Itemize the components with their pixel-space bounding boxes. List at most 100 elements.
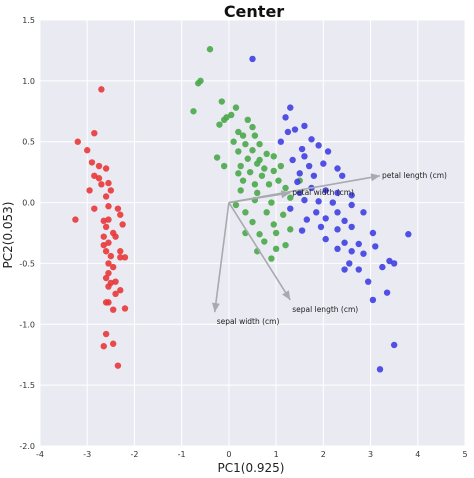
- data-point: [272, 229, 280, 237]
- data-point: [294, 178, 301, 186]
- data-point: [270, 153, 277, 160]
- data-point: [251, 181, 259, 188]
- data-point: [254, 189, 261, 197]
- data-point: [100, 342, 107, 350]
- y-tick-label: -1.5: [19, 381, 35, 390]
- data-point: [315, 142, 322, 149]
- data-point: [218, 98, 226, 105]
- data-point: [88, 159, 96, 166]
- data-point: [100, 241, 107, 249]
- loading-label: petal width (cm): [292, 188, 354, 197]
- data-point: [277, 138, 285, 145]
- data-point: [114, 205, 122, 212]
- data-point: [74, 138, 81, 145]
- data-point: [105, 179, 112, 187]
- data-point: [105, 203, 112, 210]
- data-point: [102, 193, 110, 200]
- x-tick-label: 3: [368, 450, 373, 459]
- data-point: [254, 160, 261, 167]
- data-point: [334, 165, 341, 172]
- data-point: [102, 165, 110, 172]
- data-point: [287, 194, 294, 201]
- data-point: [289, 156, 296, 164]
- data-point: [346, 260, 353, 267]
- data-point: [282, 184, 289, 192]
- data-point: [102, 330, 110, 338]
- data-point: [298, 227, 306, 234]
- data-point: [105, 239, 112, 246]
- y-tick-label: -0.5: [19, 259, 35, 268]
- loading-arrowhead: [370, 173, 380, 182]
- data-point: [102, 223, 110, 231]
- data-point: [190, 108, 197, 115]
- data-points: [72, 46, 412, 373]
- data-point: [86, 187, 93, 194]
- data-point: [102, 299, 110, 306]
- data-point: [303, 216, 311, 223]
- data-point: [372, 243, 379, 250]
- x-axis-ticks: -4 -3 -2 -1 0 1 2 3 4 5: [36, 450, 468, 459]
- data-point: [355, 266, 362, 273]
- data-point: [310, 172, 318, 179]
- x-tick-label: 0: [226, 450, 231, 459]
- data-point: [282, 241, 289, 249]
- data-point: [263, 209, 270, 216]
- data-point: [242, 209, 249, 216]
- data-point: [334, 245, 341, 253]
- data-point: [239, 132, 247, 139]
- data-point: [322, 187, 329, 194]
- y-axis-label: PC2(0.053): [1, 202, 15, 269]
- data-point: [390, 341, 398, 349]
- data-point: [251, 132, 259, 139]
- data-point: [98, 181, 105, 188]
- data-point: [239, 177, 247, 184]
- data-point: [315, 198, 322, 205]
- y-tick-label: 1.5: [22, 16, 35, 25]
- data-point: [213, 154, 221, 161]
- data-point: [265, 181, 273, 188]
- data-point: [386, 257, 393, 265]
- data-point: [112, 290, 119, 298]
- chart-title: Center: [224, 2, 284, 21]
- data-point: [246, 168, 254, 176]
- data-point: [376, 366, 384, 373]
- data-point: [91, 172, 98, 179]
- data-point: [348, 192, 355, 199]
- y-tick-label: -2.0: [19, 442, 35, 451]
- data-point: [216, 121, 223, 128]
- data-point: [317, 223, 325, 231]
- data-point: [287, 226, 294, 233]
- data-point: [232, 201, 240, 209]
- data-point: [114, 362, 122, 369]
- loading-label: petal length (cm): [382, 171, 447, 180]
- data-point: [249, 55, 256, 63]
- data-point: [360, 250, 367, 257]
- data-point: [360, 209, 367, 216]
- data-point: [324, 148, 332, 155]
- data-point: [223, 114, 230, 121]
- data-point: [334, 209, 341, 216]
- data-point: [301, 122, 308, 130]
- data-point: [228, 111, 235, 119]
- x-tick-label: -2: [130, 450, 138, 459]
- data-point: [109, 340, 117, 347]
- y-tick-label: 0.5: [22, 138, 35, 147]
- data-point: [107, 187, 115, 194]
- data-point: [230, 138, 237, 145]
- loading-arrow: [213, 202, 230, 313]
- data-point: [256, 140, 263, 148]
- x-tick-label: 4: [415, 450, 420, 459]
- y-tick-label: -1.0: [19, 320, 35, 329]
- data-point: [369, 229, 377, 237]
- data-point: [232, 104, 240, 111]
- data-point: [287, 205, 294, 212]
- data-point: [117, 248, 124, 255]
- data-point: [235, 170, 242, 177]
- data-point: [242, 140, 249, 148]
- data-point: [305, 162, 313, 170]
- data-point: [268, 255, 275, 262]
- data-point: [109, 306, 117, 313]
- data-point: [235, 148, 242, 155]
- data-point: [320, 160, 327, 167]
- data-point: [334, 226, 341, 233]
